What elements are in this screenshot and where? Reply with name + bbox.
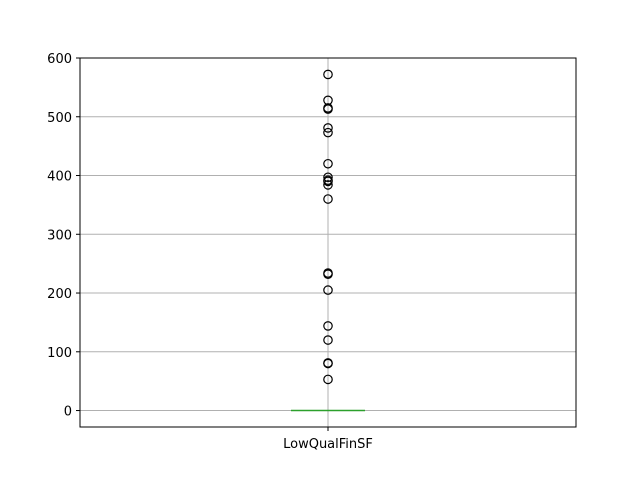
y-tick-label: 100 (47, 346, 72, 361)
y-tick-label: 600 (47, 52, 72, 67)
y-tick-label: 300 (47, 228, 72, 243)
x-tick-label: LowQualFinSF (283, 437, 373, 452)
y-tick-label: 0 (64, 405, 72, 420)
y-tick-label: 400 (47, 170, 72, 185)
x-axis: LowQualFinSF (283, 427, 373, 452)
y-tick-label: 200 (47, 287, 72, 302)
y-axis: 0 100 200 300 400 500 600 (47, 52, 80, 420)
y-tick-label: 500 (47, 111, 72, 126)
